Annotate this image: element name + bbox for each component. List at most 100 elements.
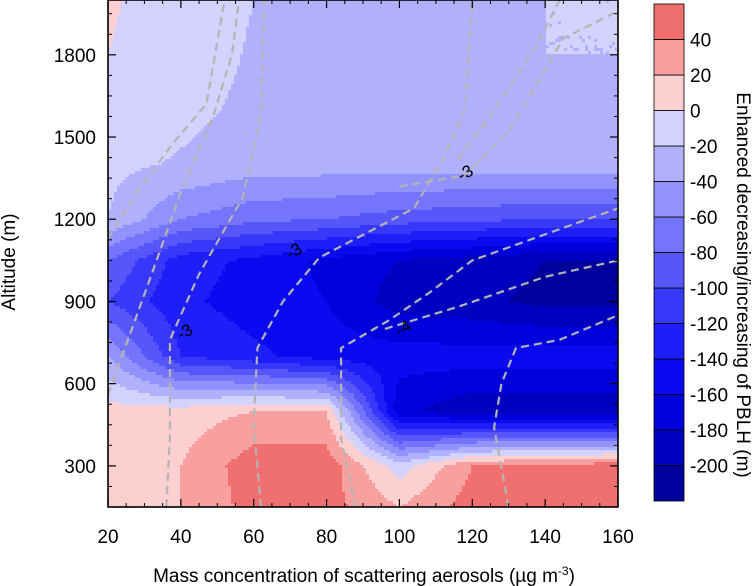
- heatmap-cell: [285, 18, 289, 22]
- heatmap-cell: [420, 18, 424, 22]
- heatmap-cell: [150, 3, 154, 7]
- heatmap-cell: [567, 24, 571, 28]
- heatmap-cell: [411, 15, 415, 19]
- heatmap-cell: [372, 39, 376, 43]
- heatmap-cell: [300, 6, 304, 10]
- heatmap-cell: [402, 39, 406, 43]
- heatmap-cell: [597, 12, 601, 16]
- heatmap-cell: [504, 42, 508, 46]
- heatmap-cell: [381, 33, 385, 37]
- heatmap-cell: [192, 12, 196, 16]
- heatmap-cell: [459, 42, 463, 46]
- heatmap-cell: [414, 42, 418, 46]
- heatmap-cell: [132, 27, 136, 31]
- heatmap-cell: [348, 21, 352, 25]
- heatmap-cell: [594, 12, 598, 16]
- heatmap-cell: [321, 18, 325, 22]
- heatmap-cell: [165, 0, 169, 4]
- heatmap-cell: [516, 36, 520, 40]
- heatmap-cell: [273, 45, 277, 49]
- heatmap-cell: [615, 0, 618, 4]
- heatmap-cell: [507, 18, 511, 22]
- heatmap-cell: [489, 27, 493, 31]
- heatmap-cell: [291, 9, 295, 13]
- heatmap-cell: [294, 33, 298, 37]
- heatmap-cell: [375, 27, 379, 31]
- heatmap-cell: [210, 36, 214, 40]
- heatmap-cell: [234, 6, 238, 10]
- heatmap-cell: [414, 36, 418, 40]
- heatmap-cell: [276, 0, 280, 4]
- heatmap-cell: [573, 24, 577, 28]
- heatmap-cell: [339, 6, 343, 10]
- heatmap-cell: [594, 42, 598, 46]
- heatmap-cell: [165, 18, 169, 22]
- heatmap-cell: [456, 12, 460, 16]
- heatmap-cell: [276, 21, 280, 25]
- heatmap-cell: [318, 12, 322, 16]
- heatmap-cell: [366, 21, 370, 25]
- heatmap-cell: [228, 33, 232, 37]
- heatmap-cell: [180, 27, 184, 31]
- heatmap-cell: [468, 6, 472, 10]
- heatmap-cell: [561, 0, 565, 4]
- heatmap-cell: [534, 3, 538, 7]
- heatmap-cell: [489, 30, 493, 34]
- heatmap-cell: [258, 39, 262, 43]
- heatmap-cell: [576, 0, 580, 4]
- heatmap-cell: [468, 12, 472, 16]
- heatmap-cell: [588, 18, 592, 22]
- heatmap-cell: [498, 9, 502, 13]
- heatmap-cell: [465, 15, 469, 19]
- heatmap-cell: [243, 9, 247, 13]
- heatmap-cell: [189, 9, 193, 13]
- heatmap-cell: [330, 42, 334, 46]
- heatmap-cell: [435, 39, 439, 43]
- heatmap-cell: [576, 24, 580, 28]
- heatmap-cell: [258, 24, 262, 28]
- heatmap-cell: [342, 6, 346, 10]
- heatmap-cell: [309, 39, 313, 43]
- heatmap-cell: [414, 24, 418, 28]
- heatmap-cell: [171, 18, 175, 22]
- heatmap-cell: [300, 33, 304, 37]
- heatmap-cell: [126, 27, 130, 31]
- heatmap-cell: [312, 18, 316, 22]
- heatmap-cell: [207, 0, 211, 4]
- heatmap-cell: [180, 3, 184, 7]
- heatmap-cell: [510, 3, 514, 7]
- heatmap-cell: [201, 9, 205, 13]
- heatmap-cell: [438, 45, 442, 49]
- heatmap-cell: [570, 21, 574, 25]
- heatmap-cell: [405, 33, 409, 37]
- heatmap-cell: [303, 39, 307, 43]
- heatmap-cell: [399, 12, 403, 16]
- heatmap-cell: [483, 9, 487, 13]
- heatmap-cell: [432, 12, 436, 16]
- heatmap-cell: [339, 45, 343, 49]
- heatmap-cell: [303, 24, 307, 28]
- heatmap-cell: [408, 15, 412, 19]
- heatmap-cell: [447, 33, 451, 37]
- heatmap-cell: [609, 0, 613, 4]
- heatmap-cell: [573, 27, 577, 31]
- heatmap-cell: [312, 15, 316, 19]
- heatmap-cell: [162, 33, 166, 37]
- heatmap-cell: [489, 36, 493, 40]
- heatmap-cell: [576, 18, 580, 22]
- heatmap-cell: [480, 24, 484, 28]
- heatmap-cell: [249, 9, 253, 13]
- heatmap-cell: [222, 45, 226, 49]
- heatmap-cell: [387, 27, 391, 31]
- heatmap-cell: [162, 15, 166, 19]
- heatmap-cell: [114, 18, 118, 22]
- heatmap-cell: [177, 30, 181, 34]
- heatmap-cell: [453, 45, 457, 49]
- heatmap-cell: [285, 39, 289, 43]
- heatmap-cell: [432, 9, 436, 13]
- heatmap-cell: [540, 18, 544, 22]
- heatmap-cell: [423, 33, 427, 37]
- heatmap-cell: [420, 15, 424, 19]
- heatmap-cell: [192, 9, 196, 13]
- heatmap-cell: [366, 15, 370, 19]
